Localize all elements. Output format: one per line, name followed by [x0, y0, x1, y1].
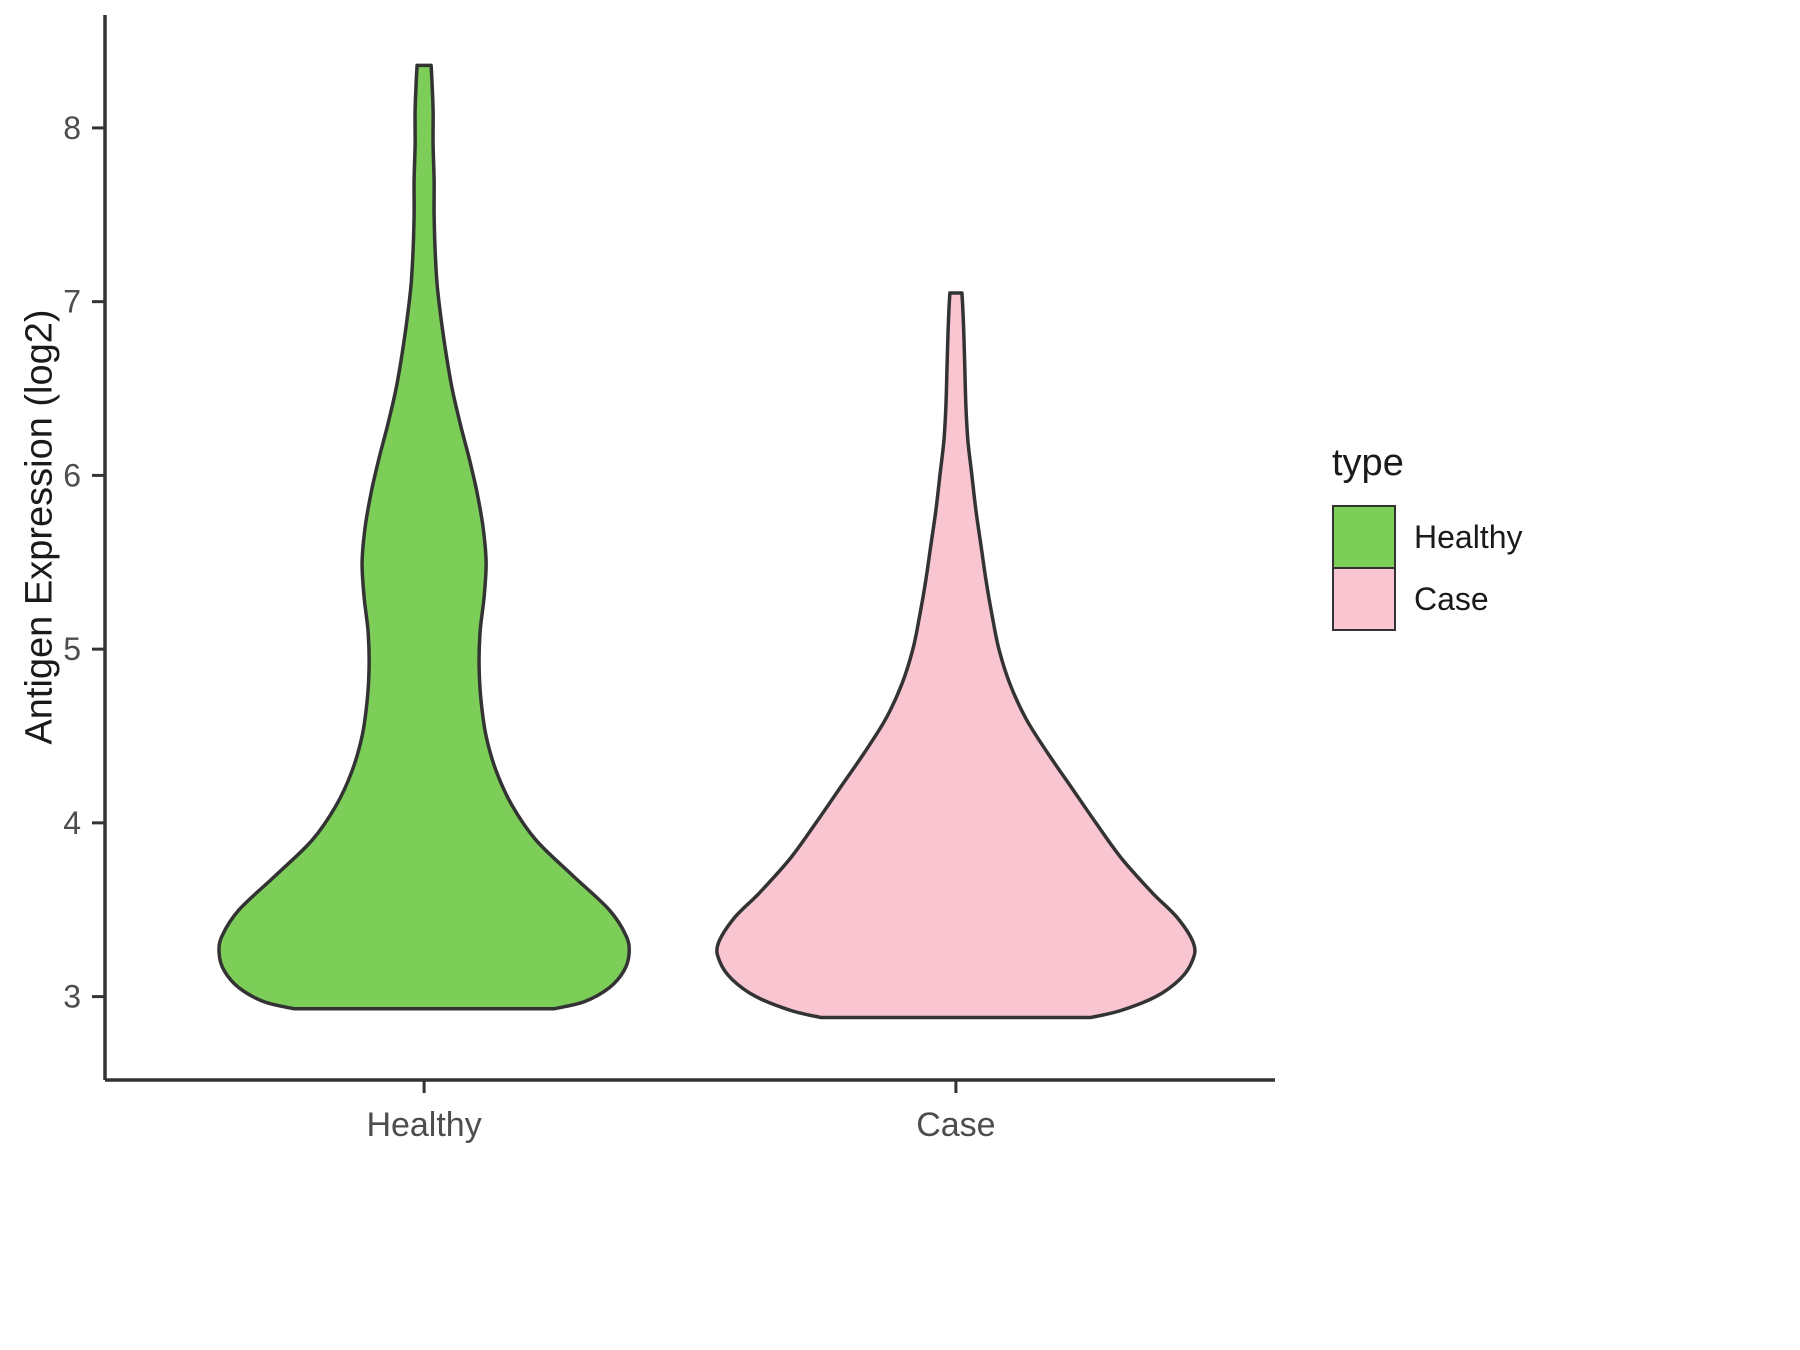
y-tick-label: 8 [63, 110, 81, 146]
legend-key-case [1332, 567, 1396, 631]
legend-item: Case [1332, 567, 1523, 631]
y-tick-label: 4 [63, 805, 81, 841]
legend-key-healthy [1332, 505, 1396, 569]
y-tick-label: 5 [63, 631, 81, 667]
violin-case [715, 291, 1197, 1020]
x-tick-label: Case [916, 1106, 995, 1144]
legend: type Healthy Case [1332, 442, 1523, 631]
legend-item: Healthy [1332, 505, 1523, 569]
violin-healthy [217, 63, 631, 1011]
legend-label: Case [1414, 580, 1489, 617]
legend-items: Healthy Case [1332, 505, 1523, 631]
y-tick-label: 3 [63, 979, 81, 1015]
legend-label: Healthy [1414, 518, 1523, 555]
y-axis-title: Antigen Expression (log2) [18, 309, 61, 745]
legend-title: type [1332, 442, 1404, 484]
y-tick-label: 7 [63, 284, 81, 320]
x-tick-label: Healthy [366, 1106, 481, 1144]
y-tick-label: 6 [63, 457, 81, 493]
